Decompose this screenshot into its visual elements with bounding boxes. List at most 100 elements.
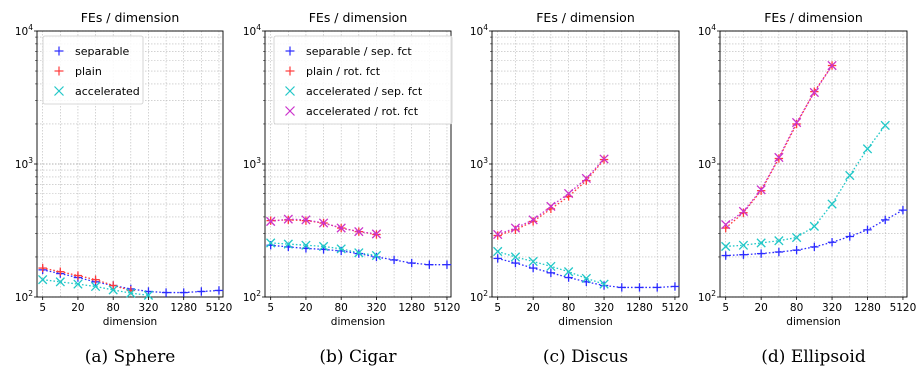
data-point (372, 252, 381, 262)
marker-stroke (528, 215, 538, 225)
legend-item: accelerated / rot. fct (285, 105, 419, 118)
legend: separable / sep. fct plain / rot. fct acce… (273, 35, 453, 125)
data-point (792, 245, 801, 255)
y-tick-label: 102 (15, 289, 33, 304)
marker-stroke (371, 229, 382, 239)
data-point (653, 283, 662, 292)
y-tick-label: 103 (470, 156, 488, 171)
data-point (197, 287, 206, 296)
marker-stroke (126, 288, 136, 298)
series-4 (493, 154, 609, 240)
legend-item: accelerated (54, 85, 140, 98)
data-point (739, 250, 748, 259)
data-point (493, 229, 503, 240)
marker-stroke (266, 216, 276, 227)
series-line (725, 125, 886, 248)
legend-label: plain (75, 65, 102, 78)
marker-stroke (845, 170, 855, 181)
data-point (809, 221, 819, 231)
x-axis-label: dimension (331, 316, 385, 328)
x-tick-label: 5120 (206, 302, 233, 314)
data-point (179, 288, 188, 297)
data-point (389, 255, 399, 265)
legend-marker (54, 86, 64, 96)
grid (492, 30, 679, 298)
data-point (283, 239, 293, 249)
marker-stroke (493, 246, 503, 257)
data-point (528, 215, 538, 225)
data-point (546, 201, 556, 212)
marker-stroke (55, 277, 65, 287)
series-2 (38, 263, 136, 295)
marker-stroke (546, 261, 556, 272)
y-tick-label: 102 (243, 289, 261, 304)
data-point (301, 240, 311, 250)
x-tick-label: 5120 (662, 302, 689, 314)
marker-stroke (318, 241, 329, 252)
marker-stroke (108, 285, 118, 295)
data-point (143, 290, 154, 300)
data-point (738, 206, 749, 217)
legend-label: accelerated / rot. fct (306, 105, 419, 118)
panel-caption: (b) Cigar (319, 347, 397, 367)
x-tick-label: 5 (267, 302, 274, 314)
data-point (774, 152, 784, 163)
data-point (266, 238, 276, 248)
data-point (881, 215, 890, 225)
data-point (493, 254, 502, 263)
data-point (301, 215, 311, 225)
marker-stroke (809, 221, 819, 231)
chart-panel-2: FEs / dimension 102 103 104 5 20 80 320 1280 5120… (243, 10, 460, 367)
x-tick-label: 20 (299, 302, 312, 314)
legend-item: plain (54, 65, 102, 78)
marker-stroke (774, 152, 784, 163)
marker-stroke (301, 240, 311, 250)
series-line (497, 257, 675, 289)
marker-stroke (862, 144, 873, 154)
series-line (725, 209, 904, 257)
x-tick-label: 320 (594, 302, 614, 314)
data-point (721, 241, 731, 252)
marker-stroke (791, 117, 802, 128)
data-point (511, 258, 520, 268)
marker-stroke (90, 281, 101, 292)
marker-stroke (283, 214, 293, 224)
series-2 (721, 61, 837, 233)
data-point (38, 263, 47, 273)
data-point (862, 144, 873, 154)
data-point (599, 154, 609, 164)
chart-panel-3: FEs / dimension 102 103 104 5 20 80 320 1280 5120… (470, 10, 688, 367)
legend-label: separable / sep. fct (306, 45, 412, 58)
marker-stroke (563, 267, 574, 277)
marker-stroke (528, 256, 538, 267)
data-point (845, 170, 855, 181)
y-tick-label: 102 (698, 289, 716, 304)
marker-stroke (599, 279, 609, 289)
marker-stroke (827, 60, 837, 71)
x-axis-label: dimension (558, 316, 612, 328)
marker-stroke (791, 232, 802, 243)
marker-stroke (721, 219, 731, 230)
data-point (108, 281, 118, 290)
data-point (354, 248, 364, 258)
series-3 (266, 238, 382, 261)
data-point (721, 219, 731, 230)
data-point (827, 199, 837, 209)
series-3 (38, 275, 154, 300)
data-point (563, 188, 574, 199)
marker-stroke (809, 87, 819, 98)
series-3 (493, 246, 609, 289)
legend-item: separable (54, 45, 130, 58)
data-point (493, 231, 502, 240)
data-point (581, 273, 591, 284)
data-point (528, 256, 538, 267)
data-point (827, 60, 837, 71)
marker-stroke (354, 248, 364, 258)
chart-panel-4: FEs / dimension 102 103 104 5 20 80 320 1280 5120… (698, 10, 916, 367)
data-point (774, 247, 784, 257)
data-point (90, 281, 101, 292)
chart-title: FEs / dimension (764, 10, 863, 25)
marker-stroke (738, 206, 749, 217)
data-point (214, 286, 224, 295)
data-point (73, 279, 83, 289)
